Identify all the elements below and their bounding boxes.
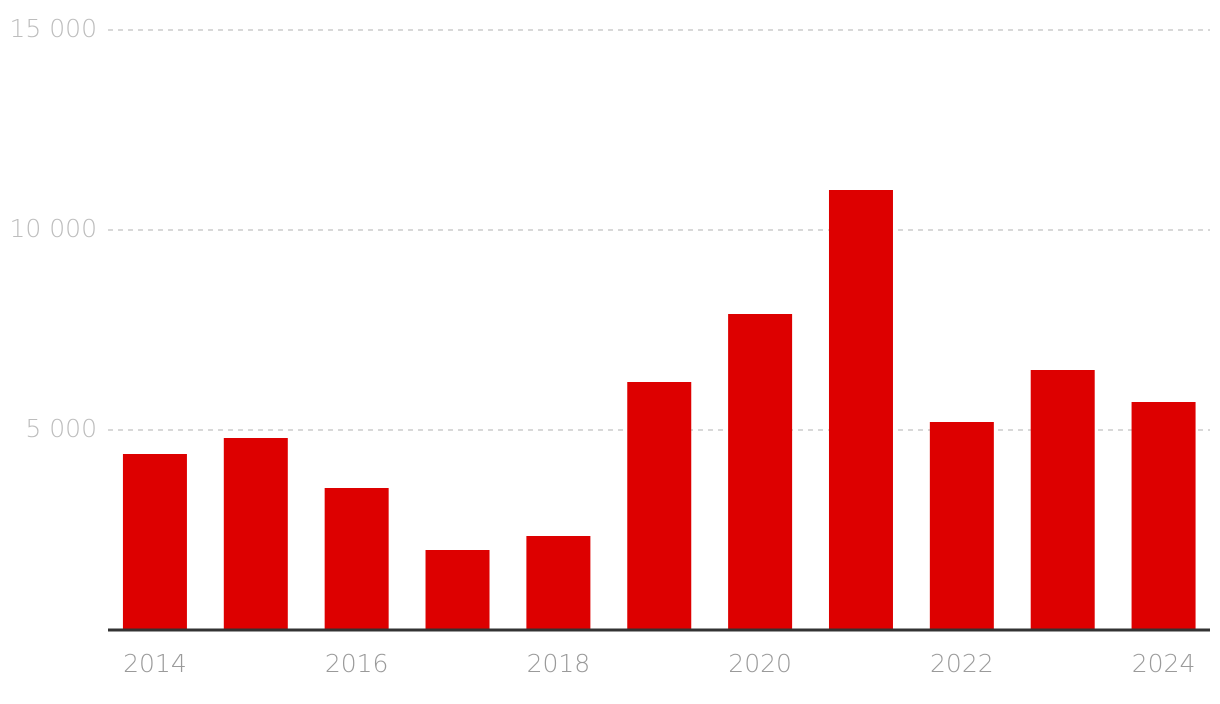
bar xyxy=(1131,402,1196,630)
bar xyxy=(324,488,389,630)
x-tick-label: 2020 xyxy=(728,649,792,678)
bar xyxy=(223,438,288,630)
bar xyxy=(828,190,893,630)
bar xyxy=(728,314,793,630)
x-tick-label: 2022 xyxy=(930,649,994,678)
y-tick-label: 10 000 xyxy=(10,214,97,243)
x-tick-label: 2016 xyxy=(325,649,389,678)
x-tick-label: 2018 xyxy=(527,649,591,678)
x-tick-label: 2014 xyxy=(123,649,187,678)
bar xyxy=(122,454,187,630)
bar xyxy=(929,422,994,630)
bar xyxy=(1030,370,1095,630)
bar xyxy=(526,536,591,630)
y-tick-label: 5 000 xyxy=(25,414,97,443)
y-tick-label: 15 000 xyxy=(10,14,97,43)
bar xyxy=(425,550,490,630)
x-tick-label: 2024 xyxy=(1132,649,1196,678)
bar xyxy=(627,382,692,630)
